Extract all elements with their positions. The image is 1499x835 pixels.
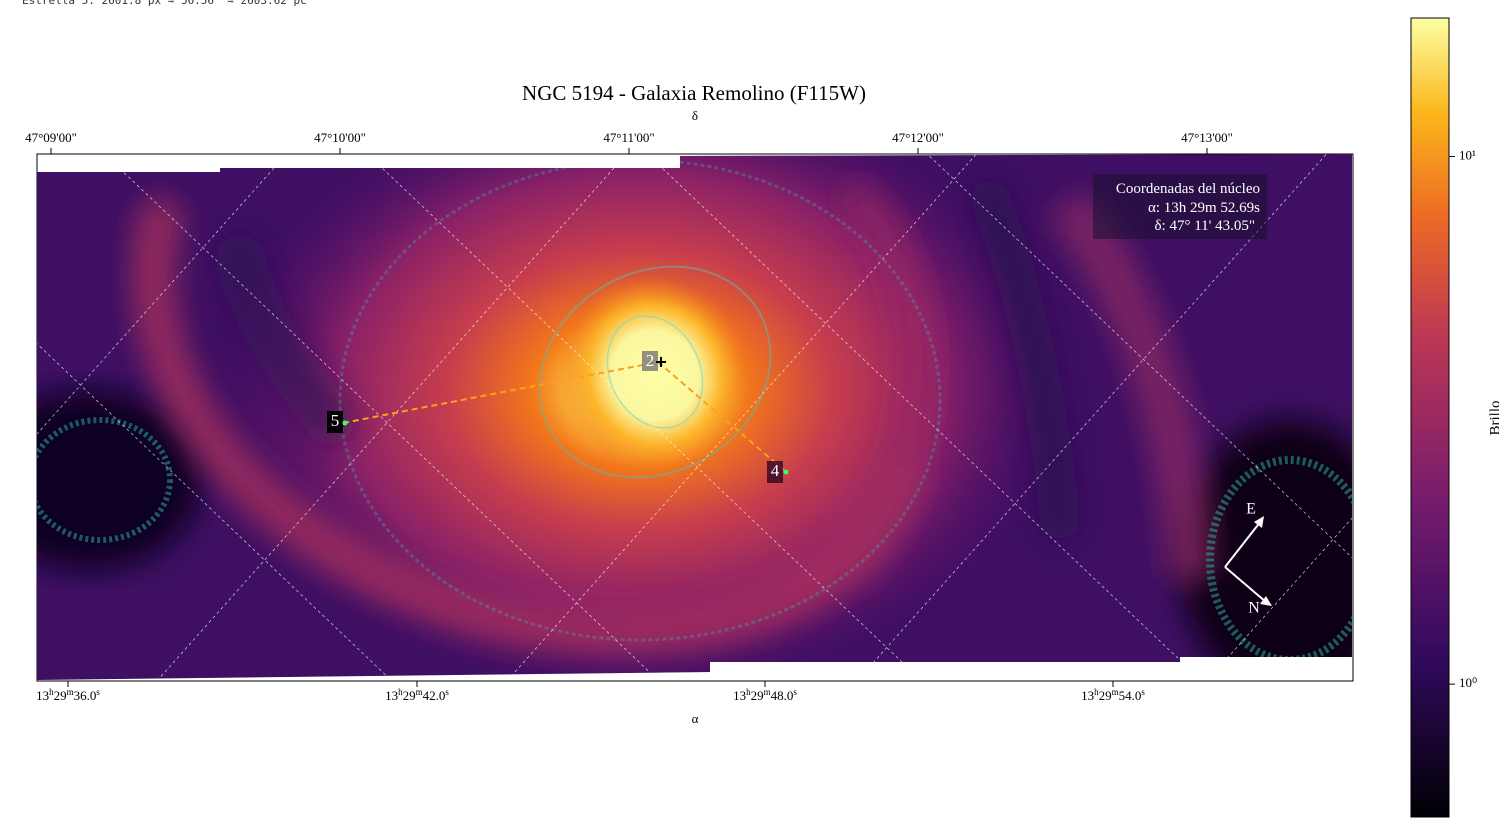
top-tick-label: 47°09'00" [25, 130, 77, 145]
info-line: Coordenadas del núcleo [1116, 181, 1260, 197]
colorbar-tick-label: 10⁰ [1459, 675, 1477, 690]
x-tick-label: 13h29m36.0s [36, 687, 100, 703]
top-tick-label: 47°13'00" [1181, 130, 1233, 145]
compass: E N [1224, 501, 1272, 617]
marker-4: 4 [767, 461, 789, 483]
galaxy-image [37, 154, 1352, 680]
marker-5: 5 [327, 411, 348, 433]
info-box: Coordenadas del núcleo α: 13h 29m 52.69s… [1093, 174, 1267, 239]
top-tick-label: 47°10'00" [314, 130, 366, 145]
marker-2: 2 [642, 351, 666, 371]
marker-label: 4 [771, 461, 780, 480]
info-line: δ: 47° 11' 43.05" [1154, 218, 1255, 234]
compass-label: N [1248, 600, 1260, 617]
colorbar-label: Brillo [1487, 400, 1499, 435]
x-tick-label: 13h29m42.0s [385, 687, 449, 703]
connections [342, 361, 786, 472]
top-tick-label: 47°12'00" [892, 130, 944, 145]
axes: 13h29m36.0s 13h29m42.0s 13h29m48.0s 13h29m5… [25, 130, 1477, 703]
top-axis-label: δ [692, 108, 698, 123]
top-tick-label: 47°11'00" [603, 130, 654, 145]
compass-label: E [1246, 501, 1256, 518]
top-note: Estrella 5: 2601.8 px ≈ 56.56" ≈ 2603.62… [22, 0, 307, 7]
marker-label: 2 [646, 351, 655, 370]
marker-label: 5 [331, 411, 340, 430]
x-tick-label: 13h29m48.0s [733, 687, 797, 703]
info-line: α: 13h 29m 52.69s [1148, 200, 1260, 216]
colorbar-tick-label: 10¹ [1459, 147, 1476, 162]
colorbar [1410, 17, 1450, 818]
x-axis-label: α [692, 711, 699, 726]
x-tick-label: 13h29m54.0s [1081, 687, 1145, 703]
chart-title: NGC 5194 - Galaxia Remolino (F115W) [522, 81, 866, 105]
